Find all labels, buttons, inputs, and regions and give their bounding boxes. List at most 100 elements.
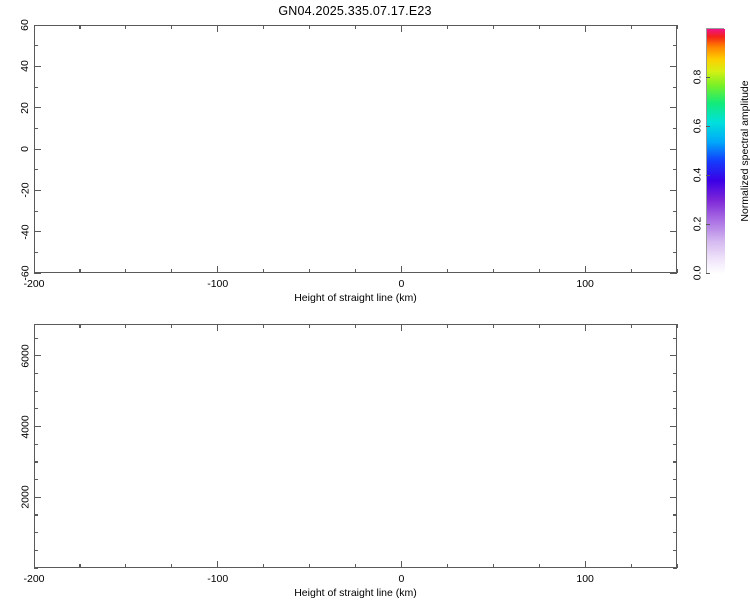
colorbar-tick	[706, 76, 710, 78]
x-tick	[630, 564, 632, 568]
y-tick	[34, 231, 41, 233]
x-tick-top	[171, 324, 173, 328]
y-tick	[34, 272, 41, 274]
x-tick-top	[263, 324, 265, 328]
x-tick-top	[446, 324, 448, 328]
y-tick-right	[673, 443, 677, 445]
snr-panel	[34, 324, 677, 568]
y-tick-right	[673, 127, 677, 129]
snr-xaxis-label: Height of straight line (km)	[294, 587, 417, 599]
colorbar-tick-label: 0.0	[690, 265, 703, 281]
y-tick-right	[673, 549, 677, 551]
x-tick-top	[630, 324, 632, 328]
x-tick-top	[676, 324, 678, 328]
y-tick	[34, 355, 41, 357]
y-tick-right	[673, 567, 677, 569]
x-tick-label: -100	[207, 278, 229, 290]
x-tick	[492, 269, 494, 273]
x-tick	[309, 269, 311, 273]
colorbar-tick-label: 0.6	[690, 118, 703, 134]
spectrogram-xaxis-label: Height of straight line (km)	[294, 292, 417, 304]
x-tick	[263, 269, 265, 273]
x-tick-top	[263, 25, 265, 29]
x-tick	[33, 266, 35, 273]
snr-frame	[34, 324, 677, 568]
x-tick	[630, 269, 632, 273]
x-tick	[446, 564, 448, 568]
y-tick-label: 20	[18, 101, 31, 114]
colorbar-tick	[706, 272, 710, 274]
y-tick	[34, 532, 38, 534]
x-tick-label: 0	[398, 278, 405, 290]
x-tick-label: -200	[23, 573, 45, 585]
y-tick-right	[673, 169, 677, 171]
x-tick-top	[492, 324, 494, 328]
x-tick-top	[125, 25, 127, 29]
y-tick-right	[670, 107, 677, 109]
spectrogram-frame	[34, 25, 677, 273]
x-tick-top	[355, 324, 357, 328]
colorbar-tick-label: 0.2	[690, 216, 703, 232]
y-tick-right	[673, 532, 677, 534]
y-tick-right	[673, 514, 677, 516]
x-tick-top	[584, 25, 586, 32]
y-tick-right	[673, 251, 677, 253]
colorbar-tick-label: 0.8	[690, 69, 703, 85]
y-tick	[34, 210, 38, 212]
x-tick	[492, 564, 494, 568]
x-tick	[217, 266, 219, 273]
y-tick-right	[673, 408, 677, 410]
y-tick	[34, 45, 38, 47]
y-tick-right	[673, 210, 677, 212]
x-tick-top	[538, 25, 540, 29]
y-tick-label: 2000	[19, 485, 32, 509]
x-tick-top	[584, 324, 586, 331]
x-tick-top	[309, 324, 311, 328]
x-tick	[584, 266, 586, 273]
y-tick	[34, 86, 38, 88]
x-tick	[538, 564, 540, 568]
x-tick	[676, 269, 678, 273]
x-tick-top	[79, 25, 81, 29]
x-tick-label: -200	[23, 278, 45, 290]
y-tick	[34, 461, 38, 463]
x-tick	[171, 269, 173, 273]
x-tick	[538, 269, 540, 273]
colorbar	[706, 28, 725, 274]
y-tick-label: -40	[19, 224, 32, 240]
x-tick	[125, 269, 127, 273]
y-tick-right	[673, 373, 677, 375]
y-tick	[34, 127, 38, 129]
x-tick-top	[309, 25, 311, 29]
x-tick	[676, 564, 678, 568]
y-tick	[34, 514, 38, 516]
y-tick	[34, 443, 38, 445]
colorbar-gradient	[707, 29, 725, 274]
y-tick	[34, 189, 41, 191]
x-tick	[400, 561, 403, 568]
colorbar-tick	[706, 125, 710, 127]
x-tick-label: -100	[207, 573, 229, 585]
x-tick-label: 0	[398, 573, 405, 585]
x-tick	[171, 564, 173, 568]
x-tick-top	[400, 25, 403, 32]
colorbar-tick	[706, 223, 710, 225]
y-tick	[34, 390, 38, 392]
y-tick-label: 6000	[19, 344, 32, 368]
x-tick-top	[400, 324, 403, 331]
y-tick-label: 0	[18, 146, 31, 152]
x-tick-top	[446, 25, 448, 29]
x-tick-top	[538, 324, 540, 328]
y-tick-right	[670, 496, 677, 498]
x-tick-top	[676, 25, 678, 29]
x-tick-top	[217, 25, 219, 32]
y-tick-right	[673, 45, 677, 47]
y-tick-right	[670, 148, 677, 150]
y-tick	[34, 107, 41, 109]
y-tick	[34, 373, 38, 375]
y-tick-right	[673, 461, 677, 463]
y-tick-right	[673, 479, 677, 481]
x-tick	[33, 561, 35, 568]
x-tick	[446, 269, 448, 273]
y-tick-right	[673, 390, 677, 392]
